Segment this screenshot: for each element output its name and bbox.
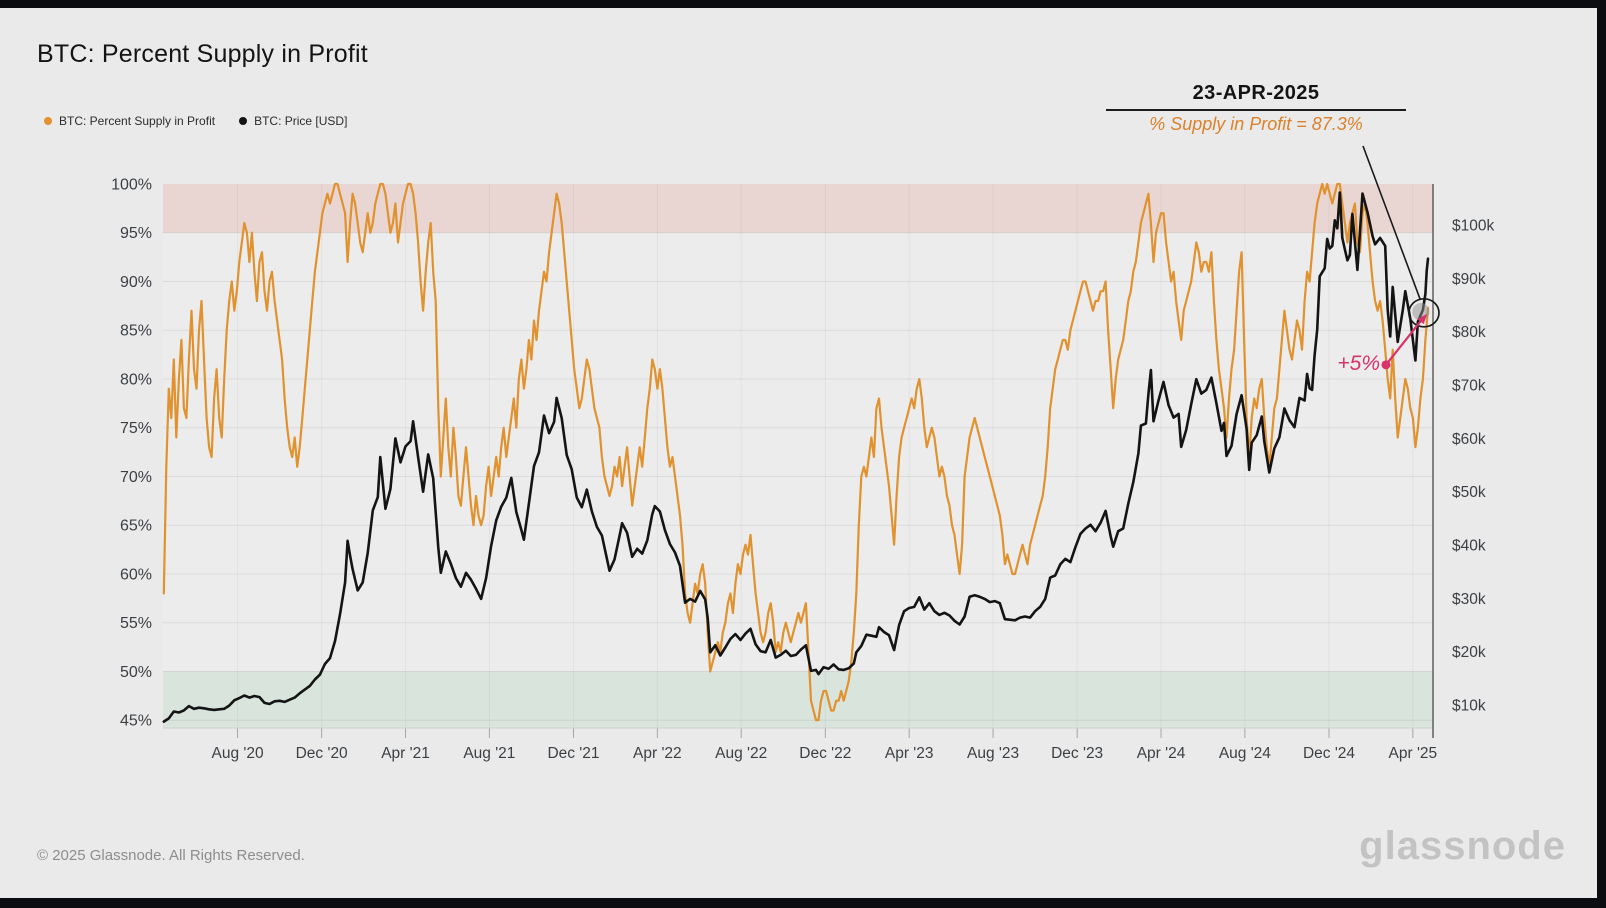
right-tick-label: $80k xyxy=(1452,324,1486,341)
x-tick-label: Aug '21 xyxy=(463,745,515,762)
left-tick-label: 75% xyxy=(120,420,152,437)
date-annotation: 23-APR-2025 % Supply in Profit = 87.3% xyxy=(1100,82,1412,135)
left-tick-label: 60% xyxy=(120,566,152,583)
capitulation-band xyxy=(163,671,1433,728)
x-tick-label: Aug '23 xyxy=(967,745,1019,762)
right-tick-label: $70k xyxy=(1452,378,1486,395)
legend: BTC: Percent Supply in Profit BTC: Price… xyxy=(44,114,347,128)
right-tick-label: $40k xyxy=(1452,538,1486,555)
x-tick-label: Apr '21 xyxy=(381,745,430,762)
x-tick-label: Aug '24 xyxy=(1219,745,1271,762)
x-tick-label: Dec '23 xyxy=(1051,745,1103,762)
plus5-arrow xyxy=(1385,320,1422,366)
left-tick-label: 50% xyxy=(120,664,152,681)
x-tick-label: Apr '23 xyxy=(885,745,934,762)
legend-label: BTC: Price [USD] xyxy=(254,114,348,128)
right-tick-label: $90k xyxy=(1452,271,1486,288)
plot-area[interactable] xyxy=(163,184,1433,728)
copyright-text: © 2025 Glassnode. All Rights Reserved. xyxy=(37,847,305,864)
left-tick-label: 100% xyxy=(111,177,152,194)
left-tick-label: 65% xyxy=(120,518,152,535)
x-tick-label: Aug '20 xyxy=(211,745,263,762)
right-letterbox-bar xyxy=(1597,0,1606,908)
page-title: BTC: Percent Supply in Profit xyxy=(37,40,368,68)
x-tick-label: Dec '22 xyxy=(799,745,851,762)
right-tick-label: $60k xyxy=(1452,431,1486,448)
x-tick-label: Apr '22 xyxy=(633,745,682,762)
x-tick-label: Aug '22 xyxy=(715,745,767,762)
highlight-circle xyxy=(1408,297,1440,328)
plus5-arrow-head xyxy=(1417,313,1427,325)
orange-series-dot-icon xyxy=(44,117,52,125)
supply-in-profit-line xyxy=(162,182,1430,722)
right-tick-label: $50k xyxy=(1452,484,1486,501)
right-tick-label: $10k xyxy=(1452,698,1486,715)
annotation-subtitle: % Supply in Profit = 87.3% xyxy=(1149,114,1363,134)
annotation-date: 23-APR-2025 xyxy=(1192,82,1320,104)
x-tick-label: Dec '24 xyxy=(1303,745,1355,762)
price-line xyxy=(162,191,1430,723)
annotation-pointer-line xyxy=(1362,145,1421,300)
legend-item-price[interactable]: BTC: Price [USD] xyxy=(239,114,347,128)
right-tick-label: $20k xyxy=(1452,644,1486,661)
x-tick-label: Dec '21 xyxy=(547,745,599,762)
x-tick-label: Dec '20 xyxy=(296,745,348,762)
right-tick-label: $100k xyxy=(1452,218,1494,235)
black-series-dot-icon xyxy=(239,117,248,125)
left-tick-label: 80% xyxy=(120,371,152,388)
left-tick-label: 85% xyxy=(120,323,152,340)
x-tick-label: Apr '25 xyxy=(1389,745,1438,762)
legend-item-supply-in-profit[interactable]: BTC: Percent Supply in Profit xyxy=(44,114,215,128)
bottom-letterbox-bar xyxy=(0,898,1606,908)
left-tick-label: 70% xyxy=(120,469,152,486)
x-tick-label: Apr '24 xyxy=(1137,745,1186,762)
overheated-band xyxy=(163,184,1433,233)
left-tick-label: 55% xyxy=(120,615,152,632)
left-tick-label: 95% xyxy=(120,225,152,242)
legend-label: BTC: Percent Supply in Profit xyxy=(59,114,216,128)
top-letterbox-bar xyxy=(0,0,1606,8)
left-tick-label: 90% xyxy=(120,274,152,291)
left-tick-label: 45% xyxy=(120,713,152,730)
right-tick-label: $30k xyxy=(1452,591,1486,608)
plus-five-percent-label: +5% xyxy=(1337,352,1380,375)
annotation-underline xyxy=(1106,109,1406,111)
glassnode-logo-wordmark: glassnode xyxy=(1359,824,1566,868)
